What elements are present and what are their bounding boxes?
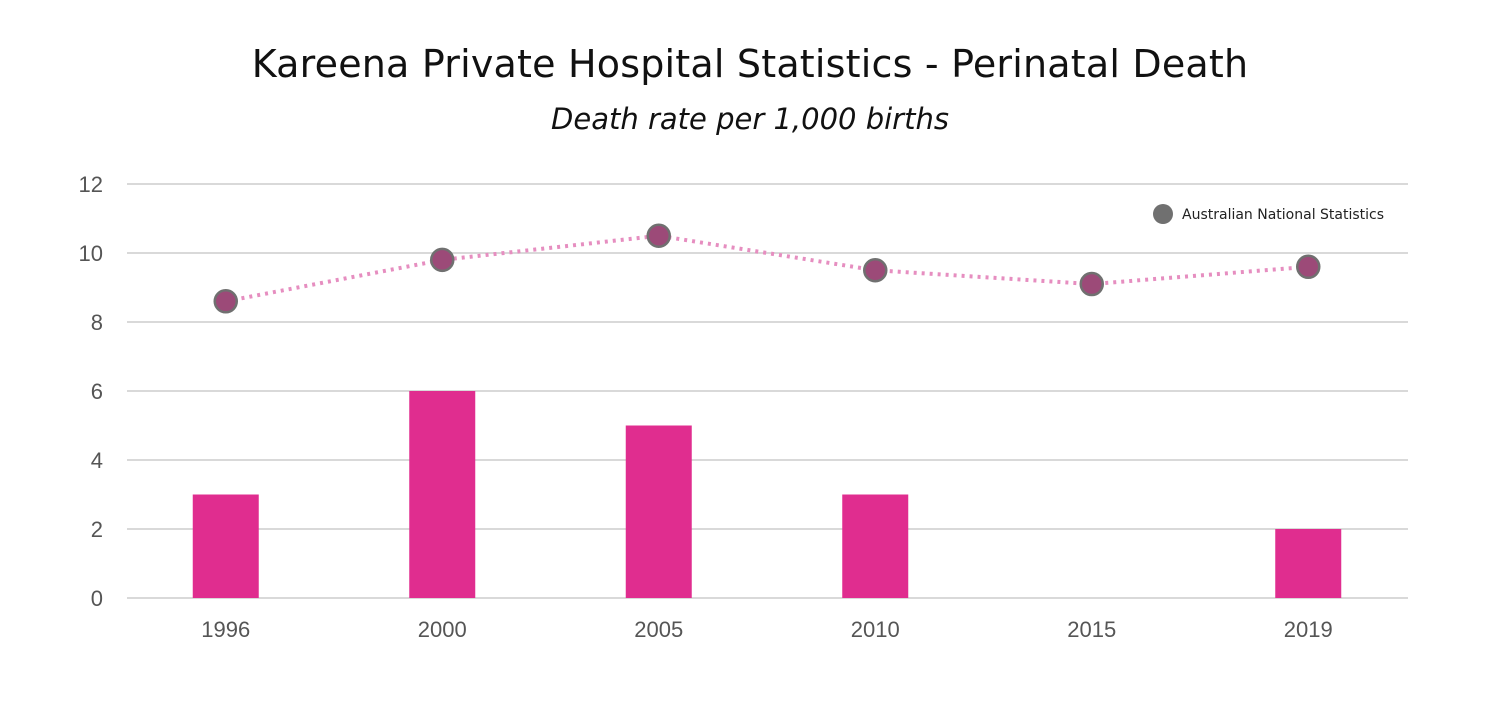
y-tick-label: 6 — [91, 379, 103, 404]
x-tick-label: 2010 — [851, 617, 900, 642]
y-tick-label: 4 — [91, 448, 103, 473]
y-tick-label: 8 — [91, 310, 103, 335]
chart-title: Kareena Private Hospital Statistics - Pe… — [251, 42, 1249, 86]
x-tick-label: 2005 — [634, 617, 683, 642]
y-tick-label: 2 — [91, 517, 103, 542]
line-point-2015 — [1079, 271, 1104, 297]
bar-2019 — [1275, 529, 1342, 598]
bar-2010 — [842, 494, 909, 598]
line-point-2010 — [863, 258, 888, 283]
x-tick-label: 1996 — [201, 617, 250, 642]
line-point-2000 — [430, 247, 455, 273]
y-tick-label: 12 — [79, 172, 103, 197]
legend-label: Australian National Statistics — [1182, 207, 1384, 223]
y-tick-label: 10 — [79, 241, 103, 266]
line-point-2019 — [1296, 254, 1321, 280]
bar-1996 — [192, 494, 259, 598]
line-point-1996 — [213, 289, 238, 314]
x-tick-label: 2019 — [1284, 617, 1333, 642]
legend-marker — [1153, 204, 1173, 224]
line-series — [225, 233, 1309, 304]
y-tick-label: 0 — [91, 586, 103, 611]
line-point-2005 — [646, 223, 671, 248]
x-tick-label: 2000 — [418, 617, 467, 642]
legend: Australian National Statistics — [1153, 204, 1384, 224]
x-tick-label: 2015 — [1067, 617, 1116, 642]
bar-2000 — [409, 391, 476, 598]
chart-subtitle: Death rate per 1,000 births — [551, 102, 949, 136]
bar-2005 — [625, 425, 692, 598]
